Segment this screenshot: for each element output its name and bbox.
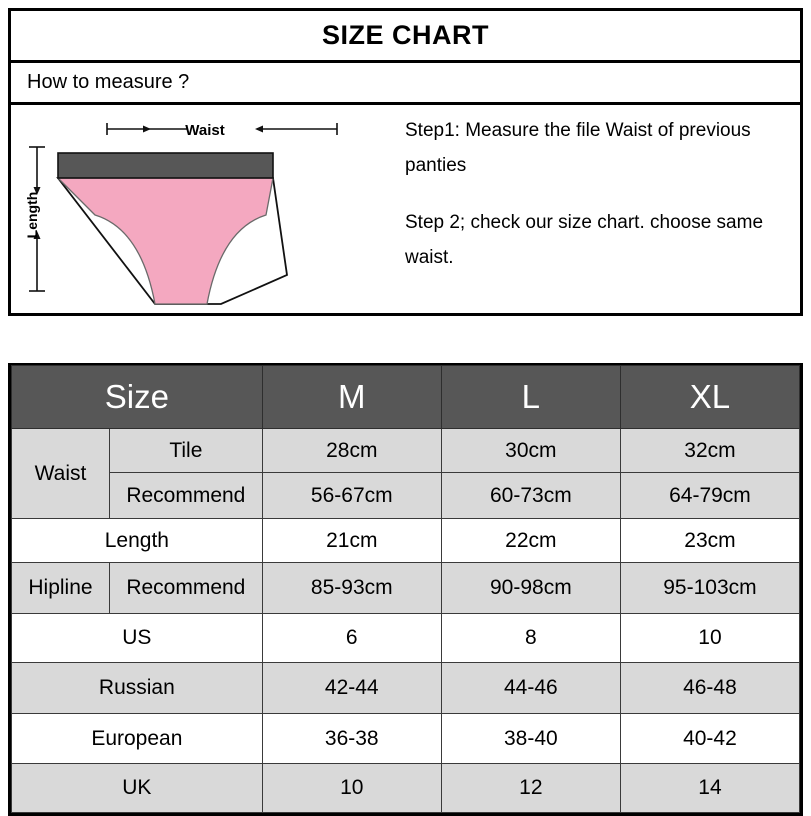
waistband (57, 152, 274, 179)
row-label-hipline: Hipline (11, 562, 110, 614)
cell-length-l: 22cm (440, 518, 621, 563)
cell-russian-m: 42-44 (261, 662, 442, 714)
row-sublabel-waist-recommend: Recommend (108, 472, 263, 519)
length-dimension-arrow (29, 146, 45, 292)
measurement-content: Waist Length Step1: Measure the file Wai… (11, 105, 800, 310)
row-label-waist: Waist (11, 428, 110, 519)
waist-dimension-arrow (106, 123, 338, 135)
how-to-measure-label: How to measure ? (27, 71, 190, 93)
size-table-body: Size M L XL Waist Tile 28cm 30cm 32cm Re… (11, 365, 801, 813)
row-label-european: European (11, 713, 263, 764)
row-label-russian: Russian (11, 662, 263, 714)
cell-waist-tile-m: 28cm (261, 428, 442, 473)
instruction-steps: Step1: Measure the file Waist of previou… (401, 105, 800, 310)
cell-hipline-l: 90-98cm (440, 562, 621, 614)
panty-diagram-svg: Waist Length (24, 122, 338, 305)
cell-waist-recommend-l: 60-73cm (440, 472, 621, 519)
cell-length-xl: 23cm (619, 518, 801, 563)
page-title: SIZE CHART (322, 20, 489, 50)
waist-label: Waist (185, 122, 224, 139)
row-sublabel-waist-tile: Tile (108, 428, 263, 473)
header-size-label: Size (11, 365, 263, 429)
cell-waist-recommend-m: 56-67cm (261, 472, 442, 519)
cell-european-l: 38-40 (440, 713, 621, 764)
cell-length-m: 21cm (261, 518, 442, 563)
table-header-row: Size M L XL (11, 365, 801, 429)
table-row: Waist Tile 28cm 30cm 32cm (11, 428, 801, 519)
cell-uk-xl: 14 (619, 763, 801, 813)
row-sublabel-hipline-recommend: Recommend (108, 562, 263, 614)
cell-waist-tile-l: 30cm (440, 428, 621, 473)
table-row: Recommend 56-67cm 60-73cm 64-79cm (12, 472, 801, 519)
table-row: Hipline Recommend 85-93cm 90-98cm 95-103… (11, 562, 801, 614)
cell-us-l: 8 (440, 613, 621, 663)
measurement-guide-panel: SIZE CHART How to measure ? (8, 8, 803, 316)
cell-uk-m: 10 (261, 763, 442, 813)
table-row: US 6 8 10 (11, 613, 801, 663)
table-row: European 36-38 38-40 40-42 (11, 713, 801, 764)
table-row: Length 21cm 22cm 23cm (11, 518, 801, 563)
cell-russian-xl: 46-48 (619, 662, 801, 714)
row-label-us: US (11, 613, 263, 663)
cell-hipline-m: 85-93cm (261, 562, 442, 614)
cell-us-m: 6 (261, 613, 442, 663)
title-bar: SIZE CHART (11, 11, 800, 63)
header-size-xl: XL (619, 365, 801, 429)
size-table-container: Size M L XL Waist Tile 28cm 30cm 32cm Re… (8, 363, 803, 816)
table-row: UK 10 12 14 (11, 763, 801, 813)
length-label: Length (24, 192, 40, 239)
table-row: Russian 42-44 44-46 46-48 (11, 662, 801, 714)
panty-diagram: Waist Length (11, 105, 401, 310)
row-label-length: Length (11, 518, 263, 563)
cell-us-xl: 10 (619, 613, 801, 663)
cell-european-xl: 40-42 (619, 713, 801, 764)
panty-fabric (56, 177, 274, 305)
header-size-m: M (261, 365, 442, 429)
row-label-uk: UK (11, 763, 263, 813)
how-to-measure-bar: How to measure ? (11, 63, 800, 105)
size-table: Size M L XL Waist Tile 28cm 30cm 32cm Re… (11, 365, 801, 813)
cell-waist-tile-xl: 32cm (619, 428, 801, 473)
step-1-text: Step1: Measure the file Waist of previou… (405, 120, 751, 176)
cell-russian-l: 44-46 (440, 662, 621, 714)
cell-hipline-xl: 95-103cm (619, 562, 801, 614)
header-size-l: L (440, 365, 621, 429)
cell-uk-l: 12 (440, 763, 621, 813)
cell-european-m: 36-38 (261, 713, 442, 764)
cell-waist-recommend-xl: 64-79cm (619, 472, 801, 519)
step-2-text: Step 2; check our size chart. choose sam… (405, 212, 764, 268)
